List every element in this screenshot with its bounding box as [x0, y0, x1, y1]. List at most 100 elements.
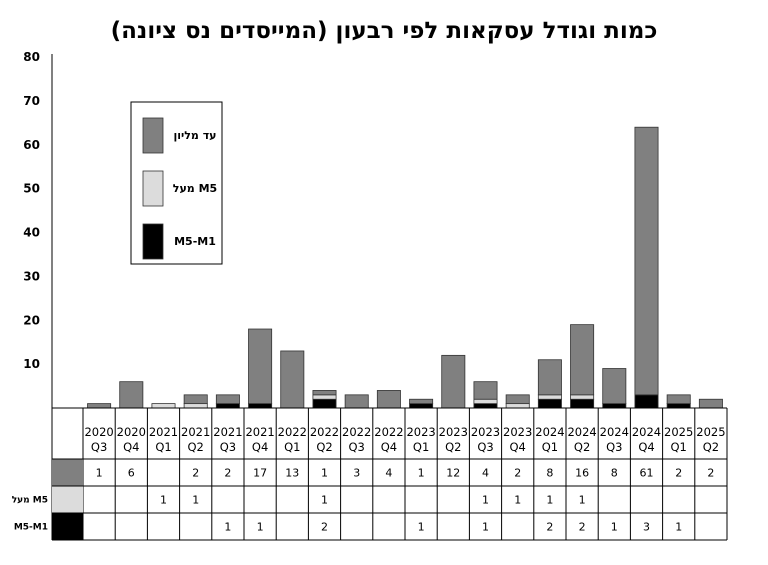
legend: עד מליון מעל M5 M5-M1 — [130, 101, 223, 265]
table-cell-value: 1 — [546, 494, 553, 507]
table-cell-value: 2 — [546, 521, 553, 534]
y-tick-label: 60 — [23, 138, 40, 152]
bars-group — [87, 126, 723, 409]
table-cell-value: 2 — [224, 467, 231, 480]
category-quarter-label: Q2 — [445, 440, 461, 454]
bar-segment — [537, 359, 562, 396]
category-quarter-label: Q2 — [188, 440, 204, 454]
category-quarter-label: Q1 — [284, 440, 300, 454]
legend-label: עד מליון — [173, 129, 216, 142]
bar-segment — [570, 324, 595, 396]
category-year-label: 2022 — [278, 425, 307, 439]
bar-segment — [409, 398, 434, 405]
row-label: מעל M5 — [12, 496, 48, 506]
category-quarter-label: Q3 — [91, 440, 107, 454]
y-tick-label: 40 — [23, 226, 40, 240]
legend-swatch — [142, 117, 164, 154]
table-cell-value: 1 — [482, 521, 489, 534]
row-swatch — [52, 513, 83, 540]
category-year-label: 2024 — [535, 425, 564, 439]
legend-label: M5-M1 — [174, 235, 216, 248]
table-cell-value: 1 — [192, 494, 199, 507]
bar-segment — [602, 368, 627, 405]
chart-title: כמות וגודל עסקאות לפי רבעון (המייסדים נס… — [111, 18, 658, 44]
table-cell-value: 12 — [446, 467, 460, 480]
bar-segment — [248, 328, 273, 405]
category-year-label: 2021 — [245, 425, 274, 439]
category-year-label: 2021 — [213, 425, 242, 439]
table-cell-value: 4 — [385, 467, 392, 480]
table-cell-value: 8 — [611, 467, 618, 480]
category-quarter-label: Q4 — [510, 440, 526, 454]
category-year-label: 2025 — [664, 425, 693, 439]
category-year-label: 2021 — [149, 425, 178, 439]
bar-segment — [183, 403, 208, 409]
table-cell-value: 1 — [675, 521, 682, 534]
bar-segment — [505, 403, 530, 409]
bar-segment — [344, 394, 369, 409]
table-cell-value: 1 — [482, 494, 489, 507]
bar-segment — [570, 398, 595, 409]
bar-segment — [248, 403, 273, 409]
bar-segment — [473, 381, 498, 400]
y-tick-label: 20 — [23, 313, 40, 327]
category-quarter-label: Q4 — [252, 440, 268, 454]
table-cell-value: 17 — [253, 467, 267, 480]
bar-segment — [570, 394, 595, 400]
bar-segment — [666, 403, 691, 409]
y-tick-label: 70 — [23, 94, 40, 108]
category-quarter-label: Q4 — [381, 440, 397, 454]
table-cell-value: 1 — [224, 521, 231, 534]
category-quarter-label: Q4 — [123, 440, 139, 454]
bar-segment — [537, 398, 562, 409]
bar-segment — [409, 403, 434, 409]
category-year-label: 2022 — [342, 425, 371, 439]
legend-swatch — [142, 170, 164, 207]
table-cell-value: 61 — [640, 467, 654, 480]
table-cell-value: 1 — [160, 494, 167, 507]
y-axis: 10 20 30 40 50 60 70 80 — [23, 50, 53, 408]
bar-segment — [215, 403, 240, 409]
category-year-label: 2022 — [374, 425, 403, 439]
bar-segment — [312, 398, 337, 409]
legend-label: מעל M5 — [173, 182, 217, 195]
category-year-label: 2023 — [406, 425, 435, 439]
table-cell-value: 1 — [514, 494, 521, 507]
category-year-label: 2024 — [567, 425, 596, 439]
bar-segment — [119, 381, 144, 409]
table-cell-value: 16 — [575, 467, 589, 480]
bar-segment — [666, 394, 691, 405]
category-year-label: 2022 — [310, 425, 339, 439]
table-cell-value: 2 — [321, 521, 328, 534]
bar-segment — [698, 398, 723, 409]
table-cell-value: 3 — [643, 521, 650, 534]
category-year-label: 2020 — [117, 425, 146, 439]
bar-segment — [634, 394, 659, 409]
table-cell-value: 1 — [321, 467, 328, 480]
category-year-label: 2023 — [439, 425, 468, 439]
category-quarter-label: Q4 — [638, 440, 654, 454]
bar-segment — [473, 398, 498, 405]
category-quarter-label: Q3 — [477, 440, 493, 454]
bar-segment — [280, 350, 305, 409]
y-tick-label: 80 — [23, 50, 40, 64]
y-tick-label: 30 — [23, 269, 40, 283]
table-cell-value: 2 — [675, 467, 682, 480]
y-tick-label: 10 — [23, 357, 40, 371]
table-cell-value: 2 — [579, 521, 586, 534]
category-quarter-label: Q1 — [155, 440, 171, 454]
table-cell-value: 13 — [285, 467, 299, 480]
bar-segment — [312, 390, 337, 396]
bar-segment — [634, 126, 659, 396]
table-cell-value: 1 — [321, 494, 328, 507]
bar-segment — [376, 390, 401, 409]
bar-segment — [312, 394, 337, 400]
table-cell-value: 1 — [611, 521, 618, 534]
table-cell-value: 8 — [546, 467, 553, 480]
category-quarter-label: Q2 — [316, 440, 332, 454]
table-cell-value: 1 — [418, 467, 425, 480]
category-year-label: 2025 — [696, 425, 725, 439]
category-quarter-label: Q2 — [703, 440, 719, 454]
legend-swatch — [142, 223, 164, 260]
